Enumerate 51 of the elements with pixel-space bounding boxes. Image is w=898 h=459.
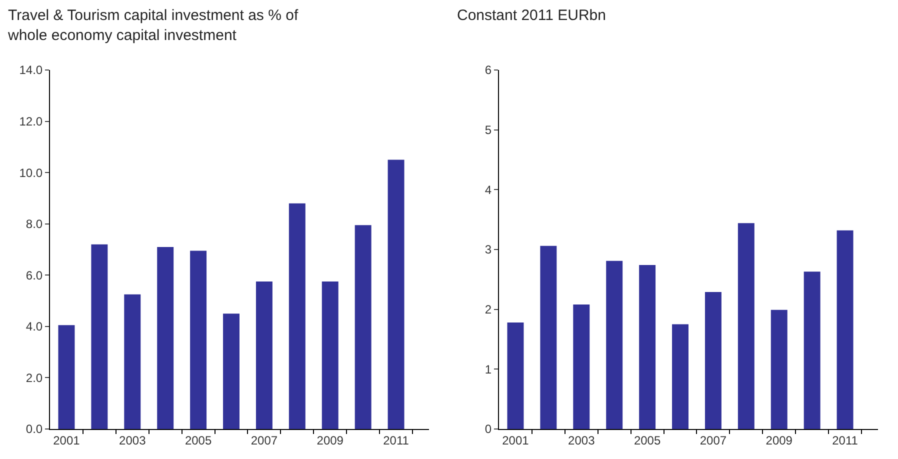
- y-tick-label: 12.0: [19, 114, 43, 128]
- y-tick-label: 3: [484, 242, 492, 257]
- x-tick-label: 2007: [250, 433, 278, 448]
- bar: [354, 225, 372, 429]
- x-tick-label: 2009: [316, 433, 344, 448]
- bar: [606, 260, 623, 429]
- y-tick-label: 0.0: [26, 422, 43, 436]
- x-tick-label: 2005: [634, 433, 661, 448]
- y-tick-label: 4: [484, 182, 492, 197]
- x-tick-label: 2003: [568, 433, 596, 448]
- x-tick-label: 2003: [119, 433, 146, 448]
- bar: [256, 282, 272, 429]
- y-tick-label: 2.0: [26, 370, 43, 385]
- y-tick-label: 2: [484, 302, 492, 317]
- bar: [58, 325, 75, 429]
- bar: [388, 160, 404, 429]
- bar: [124, 294, 141, 429]
- bar: [91, 244, 108, 429]
- bar: [190, 250, 207, 429]
- bar: [704, 292, 722, 429]
- y-tick-label: 14.0: [19, 63, 43, 78]
- chart-title: Travel & Tourism capital investment as % of whole economy capital investment: [8, 6, 300, 46]
- bar: [770, 310, 788, 429]
- bar: [804, 272, 820, 429]
- chart-title: Constant 2011 EURbn: [457, 6, 607, 26]
- x-tick-label: 2009: [766, 433, 793, 448]
- bar: [322, 282, 338, 429]
- bar: [223, 314, 240, 429]
- bar: [738, 223, 754, 429]
- bar: [540, 246, 557, 429]
- x-tick-label: 2007: [700, 433, 727, 448]
- bar: [507, 322, 524, 429]
- y-tick-label: 0: [484, 422, 492, 436]
- bar: [672, 324, 688, 429]
- x-tick-label: 2011: [832, 433, 858, 448]
- y-tick-label: 1: [484, 362, 492, 376]
- y-tick-label: 8.0: [26, 217, 43, 232]
- x-tick-label: 2001: [53, 433, 80, 448]
- y-tick-label: 4.0: [26, 320, 43, 334]
- x-tick-label: 2005: [184, 433, 212, 448]
- y-tick-label: 6: [484, 63, 492, 78]
- y-tick-label: 10.0: [19, 166, 43, 180]
- x-tick-label: 2001: [502, 433, 530, 448]
- bar: [639, 265, 656, 429]
- bar: [288, 203, 306, 429]
- y-tick-label: 5: [484, 123, 492, 138]
- y-tick-label: 6.0: [26, 268, 43, 282]
- bar: [157, 246, 174, 429]
- bar: [573, 304, 590, 429]
- bar: [836, 230, 854, 429]
- x-tick-label: 2011: [383, 433, 410, 448]
